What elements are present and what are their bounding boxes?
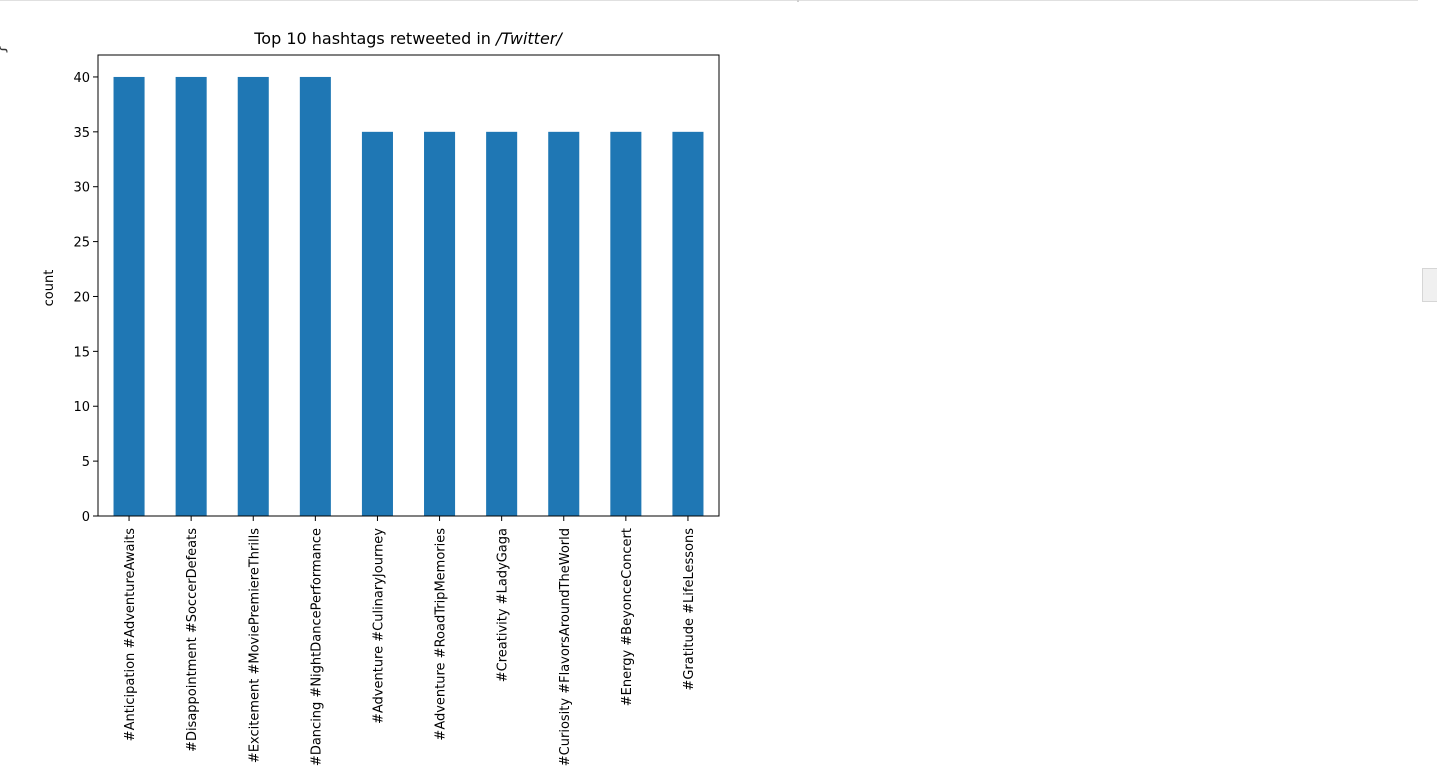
x-tick-label-5: #Adventure #CulinaryJourney: [371, 528, 386, 724]
y-tick-label-15: 15: [73, 345, 90, 360]
bar-7: [486, 131, 518, 517]
bar-3: [237, 76, 269, 516]
bars-group: [113, 76, 704, 517]
x-tick-label-10: #Gratitude #LifeLessons: [682, 528, 697, 691]
y-tick-label-20: 20: [73, 290, 90, 305]
y-tick-label-5: 5: [82, 455, 90, 470]
bar-9: [610, 131, 642, 517]
y-tick-label-30: 30: [73, 181, 90, 196]
bar-2: [175, 76, 207, 516]
y-ticks-group: 0 5 10 15 20 25 30 35 40: [73, 71, 98, 525]
x-tick-label-9: #Energy #BeyonceConcert: [620, 528, 635, 706]
y-axis-label-group: count: [42, 270, 57, 307]
x-tick-label-2: #Disappointment #SoccerDefeats: [185, 528, 200, 752]
bar-6: [424, 131, 456, 517]
y-tick-label-10: 10: [73, 400, 90, 415]
top-divider: [0, 0, 1418, 1]
y-tick-label-35: 35: [73, 126, 90, 141]
bar-1: [113, 76, 145, 516]
bar-8: [548, 131, 580, 517]
x-tick-label-6: #Adventure #RoadTripMemories: [434, 528, 449, 741]
x-tick-label-7: #Creativity #LadyGaga: [496, 528, 511, 682]
x-tick-label-4: #Dancing #NightDancePerformance: [309, 528, 324, 766]
y-tick-label-40: 40: [73, 71, 90, 86]
x-tick-label-8: #Curiosity #FlavorsAroundTheWorld: [558, 528, 573, 766]
side-panel-handle[interactable]: [1422, 268, 1437, 302]
chart-title-emphasis: /Twitter/: [494, 29, 563, 48]
chart-title-prefix: Top 10 hashtags retweeted in: [253, 29, 496, 48]
bar-5: [361, 131, 393, 517]
plot-frame: [97, 54, 720, 517]
chart-title: Top 10 hashtags retweeted in /Twitter/: [253, 29, 563, 48]
x-tick-label-1: #Anticipation #AdventureAwaits: [123, 528, 138, 742]
bar-4: [299, 76, 331, 516]
y-axis-label: count: [42, 270, 57, 307]
x-tick-label-3: #Excitement #MoviePremiereThrills: [247, 528, 262, 763]
y-tick-label-25: 25: [73, 236, 90, 251]
bar-10: [672, 131, 704, 517]
y-tick-label-0: 0: [82, 510, 90, 525]
top-divider-tick: [797, 0, 799, 2]
x-ticks-group: #Anticipation #AdventureAwaits #Disappoin…: [123, 516, 697, 766]
bar-chart: Top 10 hashtags retweeted in /Twitter/ c…: [42, 29, 720, 766]
